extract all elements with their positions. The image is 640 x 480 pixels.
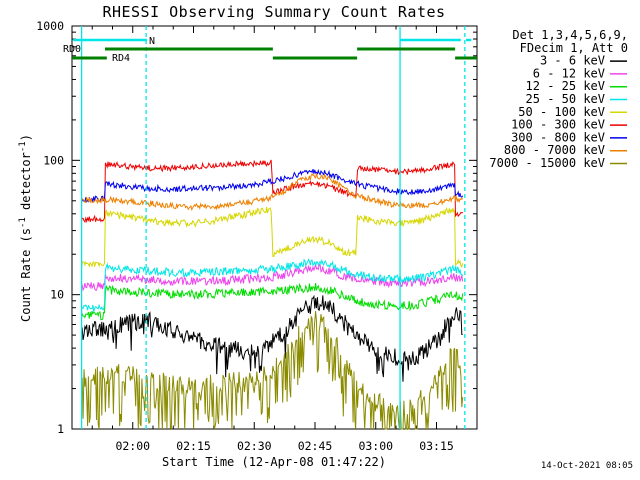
legend-header-line: Det 1,3,4,5,6,9, xyxy=(512,28,628,42)
series-line-12-25keV xyxy=(80,282,464,321)
series-line-50-100keV xyxy=(80,207,464,269)
plot-created-timestamp: 14-Oct-2021 08:05 xyxy=(541,461,633,471)
legend-entry-label: 50 - 100 keV xyxy=(518,105,605,119)
legend: Det 1,3,4,5,6,9,FDecim 1, Att 03 - 6 keV… xyxy=(489,28,628,170)
axes-and-ticks: 02:00 02:15 02:30 02:45 03:00 03:15 1 10 100 1000 xyxy=(36,19,478,453)
legend-entry-label: 300 - 800 keV xyxy=(511,130,605,144)
y-axis-title-text: Count Rate (s-1​ detector-1​) xyxy=(18,134,33,322)
rd4-flag-label: RD4 xyxy=(112,53,130,64)
legend-entry-label: 3 - 6 keV xyxy=(540,54,605,68)
x-tick-label: 02:45 xyxy=(298,439,333,453)
legend-entry-label: 12 - 25 keV xyxy=(526,79,605,93)
legend-entry-label: 800 - 7000 keV xyxy=(504,143,605,157)
series-line-300-800keV xyxy=(80,168,464,203)
x-tick-label: 03:15 xyxy=(419,439,454,453)
series-line-800-7000keV xyxy=(81,172,464,212)
legend-header-line: FDecim 1, Att 0 xyxy=(520,41,628,55)
x-axis-title: Start Time (12-Apr-08 01:47:22) xyxy=(162,455,386,469)
x-tick-label: 02:00 xyxy=(115,439,150,453)
legend-entry-label: 100 - 300 keV xyxy=(511,118,605,132)
x-tick-label: 03:00 xyxy=(358,439,393,453)
y-tick-label: 1 xyxy=(57,422,64,436)
chart-title: RHESSI Observing Summary Count Rates xyxy=(102,3,445,21)
y-tick-label: 10 xyxy=(50,288,64,302)
legend-entry-label: 25 - 50 keV xyxy=(526,92,605,106)
y-tick-label: 1000 xyxy=(36,19,64,33)
legend-entry-label: 6 - 12 keV xyxy=(533,66,605,80)
flag-overlays xyxy=(72,26,477,429)
x-tick-label: 02:15 xyxy=(176,439,211,453)
series-line-25-50keV xyxy=(80,258,464,313)
y-axis-title: Count Rate (s-1​ detector-1​) xyxy=(18,134,33,322)
data-series-lines xyxy=(80,159,464,431)
series-line-7000-15000keV xyxy=(80,311,464,431)
x-tick-label: 02:30 xyxy=(237,439,272,453)
y-tick-label: 100 xyxy=(43,153,64,167)
series-line-100-300keV xyxy=(80,159,464,224)
series-line-6-12keV xyxy=(80,263,464,292)
series-line-3-6keV xyxy=(80,294,463,382)
legend-entry-label: 7000 - 15000 keV xyxy=(489,156,605,170)
rd0-flag-label: RD0 xyxy=(63,44,81,55)
night-flag-label: N xyxy=(149,36,155,47)
